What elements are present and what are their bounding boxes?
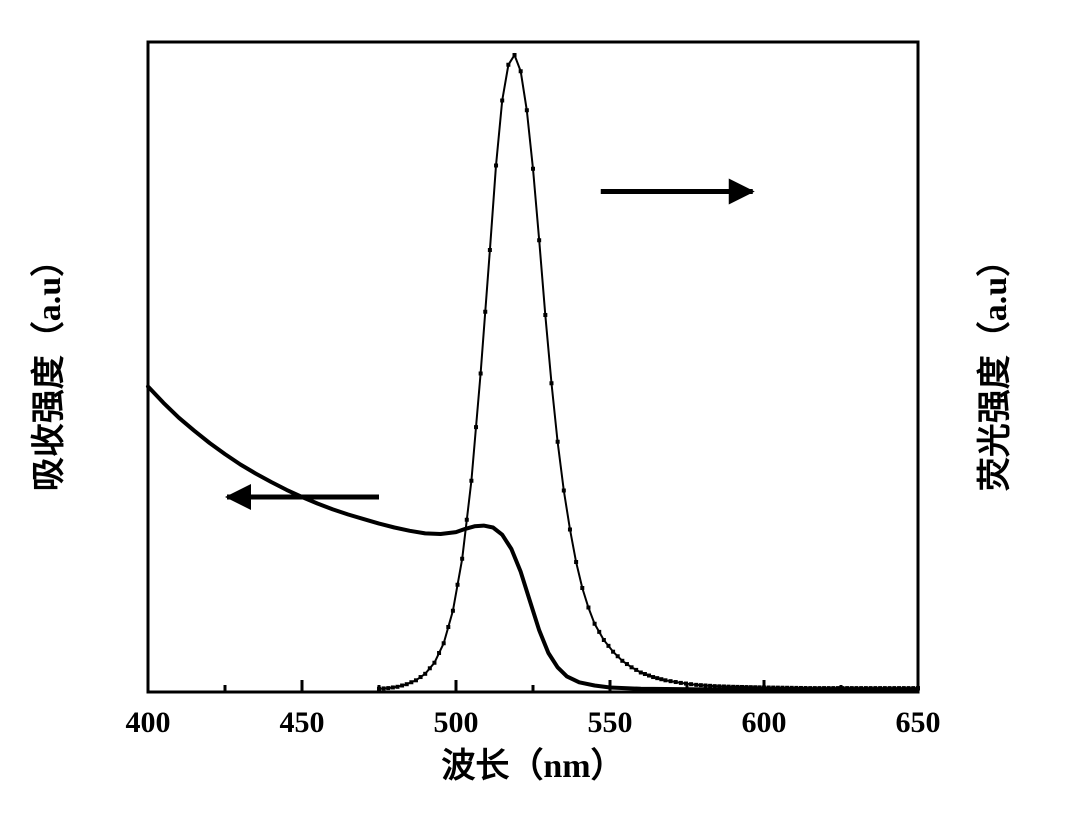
y-left-axis-label: 吸收强度（a.u） [29, 243, 68, 491]
x-tick-label: 450 [280, 706, 325, 739]
x-tick-label: 400 [126, 706, 171, 739]
emission-markers [377, 53, 920, 691]
emission-curve [379, 55, 918, 689]
arrow-right-head [729, 179, 755, 205]
x-tick-label: 600 [742, 706, 787, 739]
x-axis-label: 波长（nm） [441, 746, 624, 785]
x-tick-label: 500 [434, 706, 479, 739]
y-right-axis-label: 荧光强度（a.u） [975, 243, 1014, 491]
chart-svg: 400 450 500 550 600 650 波长（nm） 吸收强度（a.u） 荧光强度（a.… [0, 0, 1074, 823]
arrow-left-head [225, 484, 251, 510]
plot-frame [148, 42, 918, 692]
spectrum-chart: 400 450 500 550 600 650 波长（nm） 吸收强度（a.u） 荧光强度（a.… [0, 0, 1074, 823]
absorption-curve [148, 387, 918, 690]
x-tick-label: 650 [896, 706, 941, 739]
x-tick-label: 550 [588, 706, 633, 739]
